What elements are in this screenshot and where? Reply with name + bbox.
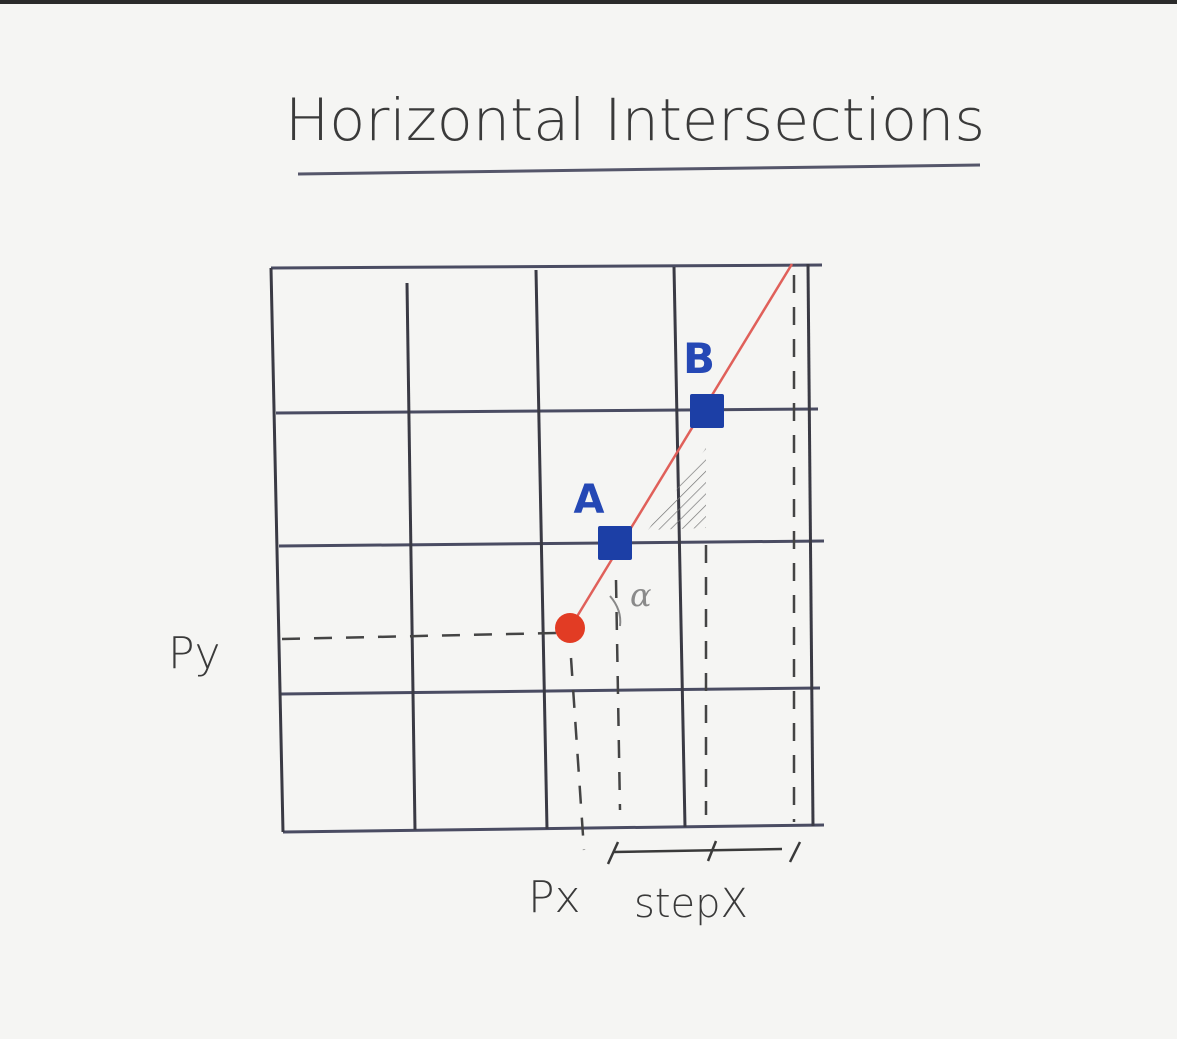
grid-line-v1 bbox=[269, 267, 285, 833]
grid bbox=[269, 263, 825, 834]
grid-line-h2 bbox=[275, 407, 819, 415]
intersection-b-marker bbox=[690, 394, 724, 428]
intersection-b-label: B bbox=[683, 334, 715, 383]
py-dashed-line bbox=[281, 631, 557, 641]
stepx-label: stepX bbox=[634, 881, 748, 927]
a-dashed-line bbox=[614, 579, 622, 811]
intersection-a-marker bbox=[598, 526, 632, 560]
player-point bbox=[555, 613, 585, 643]
stepx-tick-left bbox=[606, 841, 620, 865]
grid-line-h3 bbox=[278, 539, 825, 548]
dashed-guides bbox=[281, 275, 796, 851]
angle-arc bbox=[609, 595, 622, 627]
stepx-tick-right bbox=[788, 841, 802, 863]
title-underline bbox=[297, 163, 981, 176]
stepx-dimension bbox=[606, 840, 802, 865]
grid-line-h4 bbox=[280, 686, 821, 696]
stepx-tick-mid bbox=[706, 840, 718, 862]
intersection-a-label: A bbox=[574, 477, 605, 523]
top-border bbox=[0, 0, 1177, 4]
ray-line bbox=[568, 263, 794, 629]
py-label: Py bbox=[168, 628, 221, 679]
angle-label: α bbox=[630, 576, 652, 614]
grid-line-h5 bbox=[282, 823, 825, 834]
grid-line-v2 bbox=[405, 282, 417, 831]
diagram-title: Horizontal Intersections bbox=[285, 86, 985, 154]
px-label: Px bbox=[528, 872, 581, 923]
grid-line-v3 bbox=[534, 269, 549, 830]
px-dashed-line bbox=[569, 657, 586, 851]
hatched-triangle bbox=[648, 448, 706, 530]
grid-line-h1 bbox=[270, 263, 823, 270]
grid-line-v4 bbox=[672, 266, 687, 828]
grid-line-v5 bbox=[806, 263, 815, 827]
stepx-span-line bbox=[613, 847, 783, 854]
